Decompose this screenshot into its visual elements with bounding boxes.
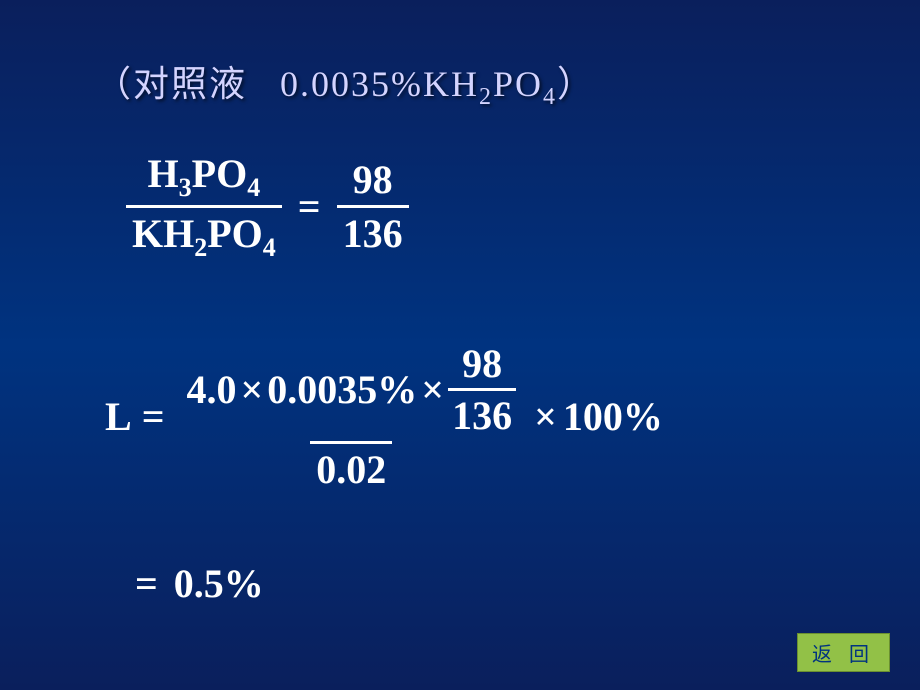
title-percent: 0.0035% bbox=[280, 64, 423, 104]
equals-sign: = bbox=[135, 561, 158, 606]
big-numerator: 4.0 × 0.0035% × 98 136 bbox=[180, 340, 522, 441]
equals-sign: = bbox=[142, 393, 165, 440]
title-suffix: ） bbox=[557, 64, 595, 104]
title-compound-po: PO bbox=[493, 64, 543, 104]
title-compound-k: KH bbox=[423, 64, 479, 104]
formula-ratio: H3PO4 KH2PO4 = 98 136 bbox=[120, 150, 415, 263]
formula-L: L = 4.0 × 0.0035% × 98 136 0.02 × 100% bbox=[105, 340, 663, 493]
title-prefix: （对照液 bbox=[95, 64, 247, 104]
title-sub1: 2 bbox=[479, 84, 493, 110]
tail-100pct: 100% bbox=[563, 393, 663, 440]
slide-title: （对照液 0.0035%KH2PO4） bbox=[95, 55, 595, 111]
equals-sign: = bbox=[298, 183, 321, 230]
formula-result: = 0.5% bbox=[135, 560, 264, 607]
den-136: 136 bbox=[337, 205, 409, 257]
inner-fraction: 98 136 bbox=[448, 340, 516, 439]
denominator-kh2po4: KH2PO4 bbox=[126, 205, 282, 263]
numerator-h3po4: H3PO4 bbox=[142, 150, 267, 205]
back-button[interactable]: 返 回 bbox=[797, 633, 890, 672]
back-button-label: 返 回 bbox=[812, 644, 875, 666]
title-sub2: 4 bbox=[543, 84, 557, 110]
times-sign: × bbox=[534, 393, 557, 440]
lhs-L: L bbox=[105, 393, 132, 440]
big-fraction: 4.0 × 0.0035% × 98 136 0.02 bbox=[180, 340, 522, 493]
fraction-molecular: H3PO4 KH2PO4 bbox=[126, 150, 282, 263]
big-denominator: 0.02 bbox=[310, 441, 392, 493]
fraction-numeric: 98 136 bbox=[337, 156, 409, 257]
num-98: 98 bbox=[347, 156, 399, 205]
result-value: 0.5% bbox=[174, 561, 264, 606]
